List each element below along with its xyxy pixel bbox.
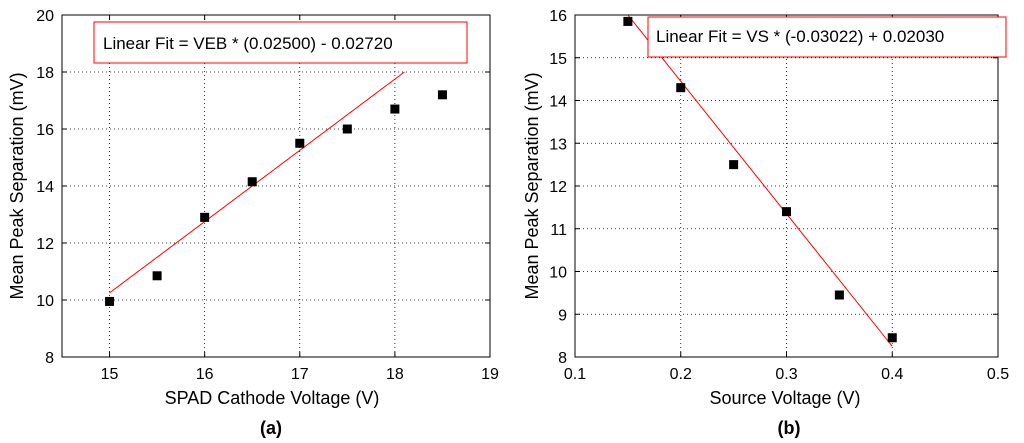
chart-b-data-point bbox=[623, 16, 633, 26]
chart-b-data-point bbox=[887, 333, 897, 343]
chart-b-y-tick-label: 9 bbox=[558, 307, 567, 324]
chart-b-y-axis-label: Mean Peak Separation (mV) bbox=[522, 72, 542, 299]
chart-a-annotation-box bbox=[93, 21, 468, 64]
chart-b-data-point bbox=[676, 83, 686, 93]
chart-a-fit-line bbox=[109, 71, 405, 294]
chart-a-data-point bbox=[342, 124, 352, 134]
chart-b: Linear Fit = VS * (-0.03022) + 0.02030 S… bbox=[522, 8, 1009, 438]
chart-b-y-tick-label: 10 bbox=[549, 265, 567, 282]
chart-a-panel-label: (a) bbox=[260, 418, 282, 438]
chart-b-x-tick-label: 0.5 bbox=[987, 366, 1009, 383]
chart-b-data-point bbox=[782, 207, 791, 217]
chart-b-x-tick-label: 0.1 bbox=[564, 366, 586, 383]
chart-b-fit-line bbox=[627, 14, 893, 347]
chart-b-data-point bbox=[729, 160, 739, 170]
chart-a-y-axis-label: Mean Peak Separation (mV) bbox=[7, 72, 27, 299]
chart-a-data-point bbox=[200, 212, 210, 222]
chart-b-annotation-box bbox=[647, 16, 1007, 58]
chart-a-data-point bbox=[295, 138, 305, 148]
chart-b-y-tick-label: 14 bbox=[549, 94, 567, 111]
chart-a-y-tick-label: 14 bbox=[36, 179, 54, 196]
chart-b-x-tick-label: 0.2 bbox=[670, 366, 692, 383]
chart-a-data-point bbox=[152, 271, 162, 281]
chart-b-annotation: Linear Fit = VS * (-0.03022) + 0.02030 bbox=[656, 27, 944, 46]
chart-a-data-point bbox=[390, 104, 400, 114]
chart-a-y-tick-label: 20 bbox=[36, 8, 54, 25]
chart-a-x-tick-label: 18 bbox=[386, 366, 404, 383]
chart-b-y-tick-label: 11 bbox=[550, 222, 567, 239]
chart-a-annotation: Linear Fit = VEB * (0.02500) - 0.02720 bbox=[103, 34, 393, 53]
chart-a-data-point bbox=[437, 90, 447, 100]
chart-b-x-tick-label: 0.3 bbox=[775, 366, 797, 383]
chart-a-x-tick-label: 15 bbox=[101, 366, 119, 383]
chart-a-x-tick-label: 17 bbox=[291, 366, 309, 383]
chart-a: Linear Fit = VEB * (0.02500) - 0.02720 S… bbox=[7, 8, 499, 438]
chart-b-y-tick-label: 8 bbox=[558, 350, 567, 367]
chart-a-y-tick-label: 16 bbox=[36, 122, 54, 139]
chart-a-y-tick-label: 8 bbox=[45, 350, 54, 367]
chart-b-y-tick-label: 15 bbox=[549, 51, 567, 68]
chart-b-y-tick-label: 16 bbox=[549, 8, 567, 25]
chart-a-x-tick-label: 19 bbox=[481, 366, 499, 383]
chart-b-y-tick-label: 13 bbox=[549, 136, 567, 153]
chart-a-data-point bbox=[247, 177, 257, 187]
chart-b-x-tick-label: 0.4 bbox=[881, 366, 903, 383]
chart-b-panel-label: (b) bbox=[778, 418, 801, 438]
chart-a-y-tick-label: 12 bbox=[36, 236, 54, 253]
chart-a-y-tick-label: 10 bbox=[36, 293, 54, 310]
chart-a-data-point bbox=[105, 296, 115, 306]
chart-a-x-tick-label: 16 bbox=[196, 366, 214, 383]
chart-a-y-tick-label: 18 bbox=[36, 65, 54, 82]
chart-b-y-tick-label: 12 bbox=[549, 179, 567, 196]
chart-b-x-axis-label: Source Voltage (V) bbox=[709, 388, 860, 408]
chart-a-x-axis-label: SPAD Cathode Voltage (V) bbox=[165, 388, 380, 408]
chart-b-plot-area bbox=[575, 15, 998, 357]
chart-b-data-point bbox=[834, 290, 844, 300]
